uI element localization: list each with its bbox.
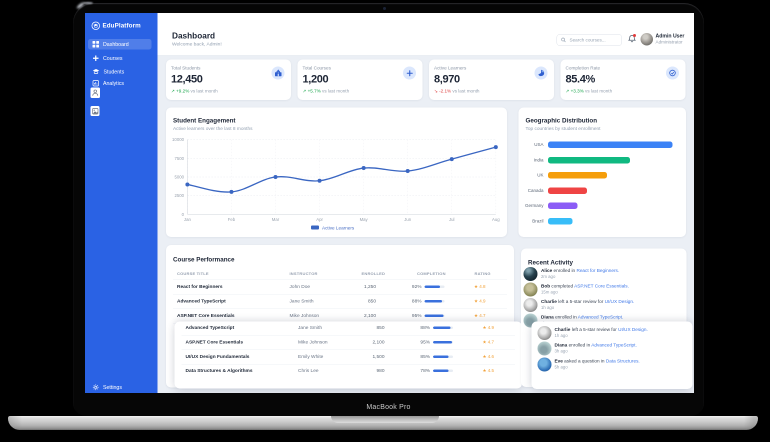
svg-text:2500: 2500 xyxy=(174,193,184,198)
svg-text:Apr: Apr xyxy=(316,217,323,222)
svg-text:Aug: Aug xyxy=(492,217,500,222)
svg-text:Jun: Jun xyxy=(404,217,412,222)
svg-text:5000: 5000 xyxy=(174,175,184,180)
svg-text:May: May xyxy=(360,217,369,222)
svg-text:Feb: Feb xyxy=(228,217,236,222)
svg-text:10000: 10000 xyxy=(172,137,185,142)
svg-text:Jan: Jan xyxy=(184,217,192,222)
svg-text:Jul: Jul xyxy=(449,217,455,222)
svg-text:0: 0 xyxy=(182,212,185,217)
svg-text:Active Learners: Active Learners xyxy=(322,226,355,231)
svg-text:Mar: Mar xyxy=(272,217,280,222)
svg-text:7500: 7500 xyxy=(174,156,184,161)
